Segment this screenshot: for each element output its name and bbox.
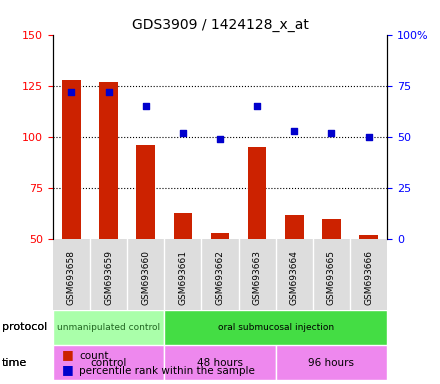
Text: protocol: protocol bbox=[2, 322, 48, 333]
Bar bbox=[359, 235, 378, 239]
Text: protocol: protocol bbox=[2, 322, 48, 333]
Text: ■: ■ bbox=[62, 348, 73, 361]
Point bbox=[180, 130, 187, 136]
Text: GSM693665: GSM693665 bbox=[327, 250, 336, 305]
Bar bbox=[164, 345, 276, 380]
Text: GSM693659: GSM693659 bbox=[104, 250, 113, 305]
Point bbox=[105, 89, 112, 95]
Point bbox=[365, 134, 372, 140]
Text: unmanipulated control: unmanipulated control bbox=[57, 323, 160, 332]
Point bbox=[216, 136, 224, 142]
Text: count: count bbox=[79, 351, 109, 361]
Text: GSM693663: GSM693663 bbox=[253, 250, 262, 305]
Text: GSM693661: GSM693661 bbox=[178, 250, 187, 305]
Text: 96 hours: 96 hours bbox=[308, 358, 355, 367]
Text: GSM693658: GSM693658 bbox=[67, 250, 76, 305]
Bar bbox=[53, 345, 164, 380]
Bar bbox=[276, 345, 387, 380]
Bar bbox=[173, 213, 192, 239]
Bar bbox=[62, 79, 81, 239]
Point bbox=[328, 130, 335, 136]
Bar bbox=[285, 215, 304, 239]
Point bbox=[291, 128, 298, 134]
Text: GSM693660: GSM693660 bbox=[141, 250, 150, 305]
Text: time: time bbox=[2, 358, 27, 367]
Bar bbox=[211, 233, 229, 239]
Text: 48 hours: 48 hours bbox=[197, 358, 243, 367]
Bar bbox=[53, 310, 164, 345]
Bar bbox=[248, 147, 267, 239]
Text: GSM693662: GSM693662 bbox=[216, 250, 224, 305]
Text: GSM693664: GSM693664 bbox=[290, 250, 299, 305]
Text: GSM693666: GSM693666 bbox=[364, 250, 373, 305]
Point bbox=[253, 103, 260, 109]
Bar bbox=[136, 145, 155, 239]
Text: time: time bbox=[2, 358, 27, 367]
Title: GDS3909 / 1424128_x_at: GDS3909 / 1424128_x_at bbox=[132, 18, 308, 32]
Text: ■: ■ bbox=[62, 363, 73, 376]
Text: percentile rank within the sample: percentile rank within the sample bbox=[79, 366, 255, 376]
Point bbox=[68, 89, 75, 95]
Point bbox=[142, 103, 149, 109]
Text: oral submucosal injection: oral submucosal injection bbox=[218, 323, 334, 332]
Bar bbox=[322, 219, 341, 239]
Bar bbox=[164, 310, 387, 345]
Text: control: control bbox=[90, 358, 127, 367]
Bar bbox=[99, 82, 118, 239]
